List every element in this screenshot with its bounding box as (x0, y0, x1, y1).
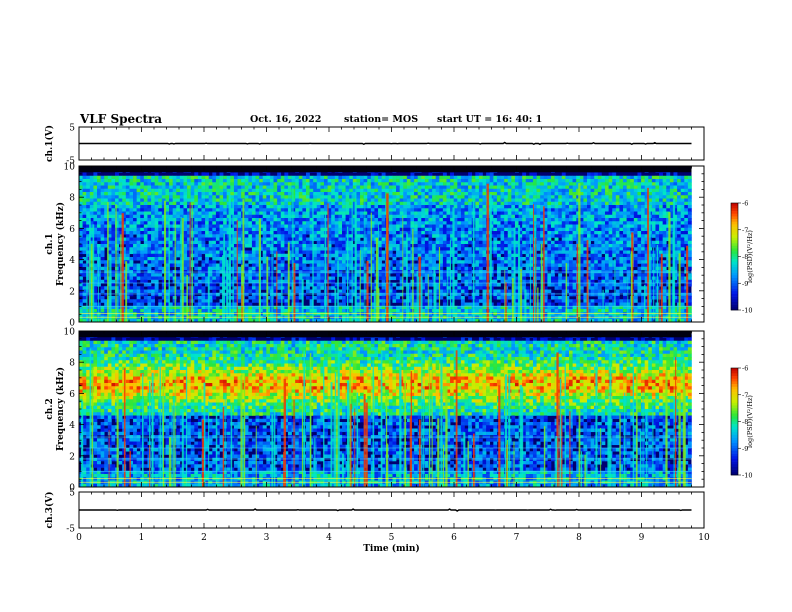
colorbar-tick-label: -10 (742, 307, 752, 315)
waveform-line (79, 508, 692, 512)
colorbar-tick-label: -8 (742, 418, 748, 426)
x-axis-label: Time (min) (363, 543, 420, 554)
x-tick-label: 3 (264, 533, 270, 543)
y-tick-label: 6 (69, 390, 75, 400)
y-axis-label: ch.3(V) (44, 492, 55, 529)
x-tick-label: 4 (326, 533, 332, 543)
y-tick-label: 0 (69, 319, 75, 329)
waveform-line (79, 141, 692, 146)
colorbar-tick-label: -7 (742, 391, 748, 399)
station-label: station= MOS (344, 114, 419, 125)
y-tick-label: 8 (69, 359, 75, 369)
colorbar-tick-label: -6 (742, 200, 748, 208)
start-time-label: start UT = 16: 40: 1 (437, 114, 543, 125)
x-tick-label: 6 (451, 533, 457, 543)
y-tick-label: 6 (69, 225, 75, 235)
y-tick-label: -5 (66, 157, 75, 167)
y-tick-label: 2 (69, 287, 75, 297)
colorbar-label: log(PSD)(V²/Hz) (746, 395, 754, 448)
ch2-spectrogram-image (79, 331, 692, 488)
x-tick-label: 1 (139, 533, 145, 543)
y-tick-label: 8 (69, 194, 75, 204)
y-tick-label: 5 (69, 124, 75, 134)
y-axis-label: ch.1Frequency (kHz) (45, 202, 66, 286)
colorbar-tick-label: -8 (742, 253, 748, 261)
x-tick-label: 10 (698, 533, 710, 543)
chart-title: VLF Spectra (80, 112, 163, 126)
colorbar-tick-label: -9 (742, 280, 748, 288)
y-tick-label: 10 (64, 163, 76, 173)
colorbar-tick-label: -6 (742, 365, 748, 373)
x-tick-label: 2 (201, 533, 207, 543)
x-tick-label: 8 (576, 533, 582, 543)
date-label: Oct. 16, 2022 (250, 114, 322, 125)
ch1-spectrogram-image (79, 166, 692, 323)
y-axis-label: ch.1(V) (44, 125, 55, 162)
y-tick-label: 4 (69, 256, 75, 266)
ch2-spectrogram-colorbar: -6 -7 -8 -9 -10 log(PSD)(V²/Hz) (730, 365, 754, 480)
y-tick-label: 10 (64, 328, 76, 338)
x-tick-label: 9 (639, 533, 645, 543)
y-tick-label: 0 (69, 484, 75, 494)
y-tick-label: 4 (69, 421, 75, 431)
y-tick-label: 2 (69, 452, 75, 462)
x-tick-label: 0 (76, 533, 82, 543)
colorbar-label: log(PSD)(V²/Hz) (746, 230, 754, 283)
y-axis-label: ch.2Frequency (kHz) (45, 367, 66, 451)
x-tick-label: 7 (514, 533, 520, 543)
colorbar-tick-label: -10 (742, 472, 752, 480)
y-tick-label: -5 (66, 525, 75, 535)
colorbar-tick-label: -7 (742, 226, 748, 234)
x-tick-label: 5 (389, 533, 395, 543)
colorbar-tick-label: -9 (742, 445, 748, 453)
y-tick-label: 5 (69, 489, 75, 499)
ch1-spectrogram-colorbar: -6 -7 -8 -9 -10 log(PSD)(V²/Hz) (730, 200, 754, 315)
